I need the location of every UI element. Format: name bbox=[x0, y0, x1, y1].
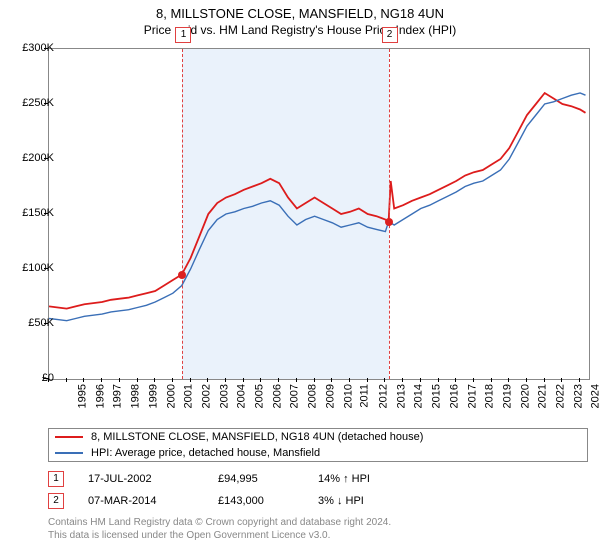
transaction-table: 1 17-JUL-2002£94,99514% ↑ HPI 2 07-MAR-2014… bbox=[48, 468, 586, 512]
x-tick-label: 2012 bbox=[377, 384, 389, 408]
footer-text: Contains HM Land Registry data © Crown c… bbox=[48, 516, 391, 542]
series-hpi bbox=[49, 93, 586, 321]
y-tick-label: £200K bbox=[22, 152, 54, 164]
transaction-row: 1 17-JUL-2002£94,99514% ↑ HPI bbox=[48, 468, 586, 490]
chart-subtitle: Price paid vs. HM Land Registry's House … bbox=[0, 21, 600, 37]
footer-line-2: This data is licensed under the Open Gov… bbox=[48, 529, 391, 542]
x-tick-label: 2024 bbox=[590, 384, 600, 408]
chart-title: 8, MILLSTONE CLOSE, MANSFIELD, NG18 4UN bbox=[0, 0, 600, 21]
tx-delta: 3% ↓ HPI bbox=[318, 495, 438, 507]
x-tick-label: 2023 bbox=[572, 384, 584, 408]
legend-box: 8, MILLSTONE CLOSE, MANSFIELD, NG18 4UN … bbox=[48, 428, 588, 462]
x-tick-label: 2015 bbox=[431, 384, 443, 408]
x-tick-label: 2016 bbox=[448, 384, 460, 408]
chart-container: 8, MILLSTONE CLOSE, MANSFIELD, NG18 4UN … bbox=[0, 0, 600, 560]
x-tick-label: 2008 bbox=[307, 384, 319, 408]
x-tick-label: 2020 bbox=[519, 384, 531, 408]
x-tick-label: 2004 bbox=[236, 384, 248, 408]
x-tick-label: 2021 bbox=[537, 384, 549, 408]
x-tick-label: 1997 bbox=[112, 384, 124, 408]
legend-swatch bbox=[55, 452, 83, 454]
x-tick-label: 2017 bbox=[466, 384, 478, 408]
legend-label: 8, MILLSTONE CLOSE, MANSFIELD, NG18 4UN … bbox=[91, 431, 423, 443]
x-tick-label: 1995 bbox=[76, 384, 88, 408]
x-tick-label: 2001 bbox=[183, 384, 195, 408]
y-tick-label: £100K bbox=[22, 262, 54, 274]
tx-date: 17-JUL-2002 bbox=[88, 473, 218, 485]
x-tick-label: 2013 bbox=[395, 384, 407, 408]
line-series-svg bbox=[49, 49, 589, 379]
tx-delta: 14% ↑ HPI bbox=[318, 473, 438, 485]
legend-label: HPI: Average price, detached house, Mans… bbox=[91, 447, 320, 459]
x-tick-label: 2009 bbox=[324, 384, 336, 408]
y-tick-label: £50K bbox=[28, 317, 54, 329]
tx-price: £94,995 bbox=[218, 473, 318, 485]
x-tick-label: 1998 bbox=[130, 384, 142, 408]
x-tick-label: 1999 bbox=[147, 384, 159, 408]
sale-marker-box: 2 bbox=[382, 27, 398, 43]
plot-area: 12 bbox=[48, 48, 590, 380]
x-tick-label: 2002 bbox=[200, 384, 212, 408]
sale-point bbox=[385, 218, 393, 226]
sale-vline: 1 bbox=[182, 49, 183, 379]
x-tick-label: 2022 bbox=[555, 384, 567, 408]
x-tick-label: 2018 bbox=[484, 384, 496, 408]
transaction-row: 2 07-MAR-2014£143,0003% ↓ HPI bbox=[48, 490, 586, 512]
x-tick-label: 2005 bbox=[254, 384, 266, 408]
x-tick-label: 2011 bbox=[359, 384, 371, 408]
x-tick-label: 2019 bbox=[501, 384, 513, 408]
x-tick-label: 2014 bbox=[413, 384, 425, 408]
sale-point bbox=[178, 271, 186, 279]
x-tick-label: 2007 bbox=[289, 384, 301, 408]
y-tick-label: £150K bbox=[22, 207, 54, 219]
x-tick-label: 2000 bbox=[165, 384, 177, 408]
y-tick-label: £250K bbox=[22, 97, 54, 109]
tx-date: 07-MAR-2014 bbox=[88, 495, 218, 507]
y-tick-label: £300K bbox=[22, 42, 54, 54]
legend-swatch bbox=[55, 436, 83, 438]
tx-num-box: 2 bbox=[48, 493, 64, 509]
x-tick-label: 2006 bbox=[271, 384, 283, 408]
x-tick-label: 2003 bbox=[218, 384, 230, 408]
sale-marker-box: 1 bbox=[175, 27, 191, 43]
legend-item: HPI: Average price, detached house, Mans… bbox=[49, 445, 587, 461]
tx-num-box: 1 bbox=[48, 471, 64, 487]
series-price_paid bbox=[49, 93, 586, 309]
legend-item: 8, MILLSTONE CLOSE, MANSFIELD, NG18 4UN … bbox=[49, 429, 587, 445]
tx-price: £143,000 bbox=[218, 495, 318, 507]
x-tick-label: 2010 bbox=[342, 384, 354, 408]
x-tick-label: 1996 bbox=[94, 384, 106, 408]
sale-vline: 2 bbox=[389, 49, 390, 379]
footer-line-1: Contains HM Land Registry data © Crown c… bbox=[48, 516, 391, 529]
